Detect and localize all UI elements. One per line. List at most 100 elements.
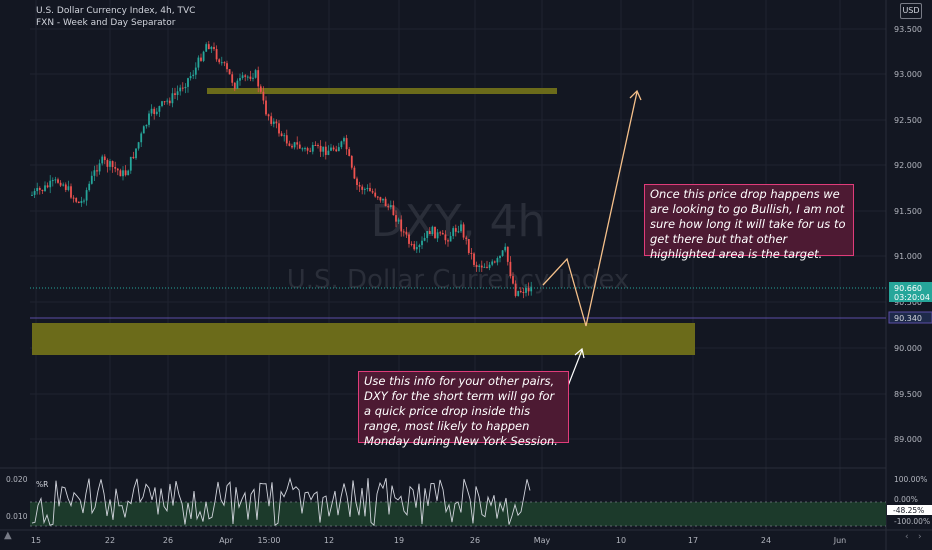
candle-body xyxy=(142,126,145,134)
oscillator-value-badge xyxy=(887,505,932,515)
candle-body xyxy=(90,175,93,184)
note-price-drop[interactable]: Use this info for your other pairs, DXY … xyxy=(358,371,569,448)
candle-body xyxy=(210,46,213,50)
candle-body xyxy=(376,196,379,198)
candle-body xyxy=(522,292,525,294)
candle-body xyxy=(226,63,228,70)
price-tick-label: 92.500 xyxy=(894,116,922,125)
candle-body xyxy=(358,184,361,187)
candle-body xyxy=(148,113,150,125)
candle-body xyxy=(369,187,371,192)
candle-body xyxy=(470,252,473,254)
candle-body xyxy=(122,170,124,177)
candle-body xyxy=(311,145,314,152)
candle-body xyxy=(382,198,384,201)
candle-body xyxy=(132,156,135,159)
candle-body xyxy=(288,143,291,146)
candle-body xyxy=(483,266,486,268)
candle-body xyxy=(400,219,403,232)
candle-body xyxy=(454,228,457,232)
time-tick-label: Jun xyxy=(833,536,847,545)
candle-body xyxy=(166,100,169,102)
candle-body xyxy=(304,148,306,150)
candle-body xyxy=(309,150,312,152)
candle-body xyxy=(499,255,501,259)
candle-body xyxy=(171,93,174,104)
candle-body xyxy=(353,167,356,179)
oscillator-right-tick: -100.00% xyxy=(894,517,930,526)
candle-body xyxy=(85,190,88,201)
candle-body xyxy=(525,287,527,293)
time-tick-label: 17 xyxy=(688,536,698,545)
candle-body xyxy=(366,187,369,189)
candle-body xyxy=(218,59,221,63)
candle-body xyxy=(486,266,488,268)
candle-body xyxy=(49,180,52,188)
projection-arrowhead xyxy=(629,89,642,101)
chart-title: U.S. Dollar Currency Index, 4h, TVC xyxy=(36,6,196,16)
candle-body xyxy=(493,261,496,263)
candle-body xyxy=(280,133,283,137)
candle-body xyxy=(457,231,460,233)
candle-body xyxy=(72,197,75,199)
price-tick-label: 93.000 xyxy=(894,70,922,79)
candle-body xyxy=(98,163,101,172)
candle-body xyxy=(413,244,416,250)
candle-body xyxy=(285,135,288,144)
support-zone[interactable] xyxy=(32,323,695,355)
chevron-right-icon[interactable]: › xyxy=(918,532,922,542)
candle-body xyxy=(103,156,106,161)
candle-body xyxy=(480,265,483,268)
candle-body xyxy=(496,258,499,263)
candle-body xyxy=(423,237,426,241)
candle-body xyxy=(127,170,130,176)
candle-body xyxy=(80,200,83,204)
tradingview-logo-icon[interactable]: ▲ xyxy=(4,530,12,541)
candle-body xyxy=(517,291,520,296)
candle-body xyxy=(402,231,405,233)
candle-body xyxy=(501,250,504,256)
candle-body xyxy=(64,184,67,190)
candle-body xyxy=(431,226,434,235)
price-tick-label: 90.500 xyxy=(894,298,922,307)
price-tick-label: 91.000 xyxy=(894,252,922,261)
candle-body xyxy=(137,142,140,149)
time-tick-label: 24 xyxy=(761,536,771,545)
watermark-symbol: DXY, 4h xyxy=(371,196,546,247)
candle-body xyxy=(293,142,296,148)
candle-body xyxy=(207,44,210,50)
candle-body xyxy=(301,148,304,150)
current-price-badge xyxy=(889,282,932,302)
candle-body xyxy=(239,78,241,81)
candle-body xyxy=(512,276,514,284)
price-tick-label: 89.500 xyxy=(894,390,922,399)
candle-body xyxy=(223,62,226,64)
candle-body xyxy=(213,46,215,50)
note-bullish-target[interactable]: Once this price drop happens we are look… xyxy=(644,184,854,261)
candle-body xyxy=(314,145,317,147)
candle-body xyxy=(129,156,132,171)
projection-path[interactable] xyxy=(542,91,638,327)
resistance-zone[interactable] xyxy=(207,88,557,94)
candle-body xyxy=(283,135,286,137)
candle-body xyxy=(384,198,387,207)
indicator-legend[interactable]: FXN - Week and Day Separator xyxy=(36,18,176,28)
candle-body xyxy=(116,168,119,171)
candle-body xyxy=(265,100,267,115)
candle-body xyxy=(93,170,96,176)
chevron-left-icon[interactable]: ‹ xyxy=(905,532,909,542)
candle-body xyxy=(441,232,444,235)
candle-body xyxy=(327,150,330,155)
candle-body xyxy=(192,74,195,77)
price-axis[interactable]: 93.500 93.000 92.500 92.000 91.500 91.000 90.5… xyxy=(894,25,922,444)
candle-body xyxy=(504,246,507,251)
time-axis[interactable]: 15 22 26 Apr 15:00 12 19 26 May 10 17 24 Jun xyxy=(31,536,846,545)
candle-body xyxy=(33,191,36,195)
bar-countdown: 03:20:04 xyxy=(894,293,930,302)
candle-body xyxy=(488,264,491,268)
currency-button[interactable]: USD xyxy=(900,3,922,19)
candle-body xyxy=(475,264,478,268)
candle-body xyxy=(153,108,156,115)
current-price-label: 90.660 xyxy=(894,284,922,293)
